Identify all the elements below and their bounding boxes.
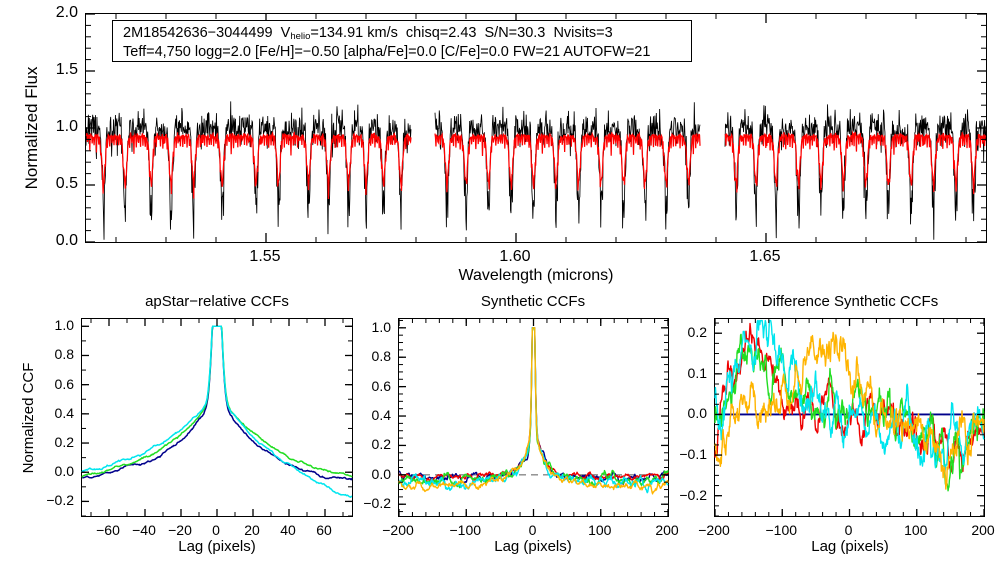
vhelio-value: =134.91 km/s	[310, 25, 398, 41]
ccf-panel-apstar-title: apStar−relative CCFs	[145, 293, 289, 310]
x-tick-label: 100	[904, 522, 928, 538]
spectrum-model-trace	[434, 131, 701, 193]
y-tick-label: 1.0	[371, 318, 391, 335]
ccf-difference-ticks	[714, 319, 985, 517]
ccf-apstar-x-axis-title: Lag (pixels)	[178, 538, 256, 555]
ccf-difference-x-axis-title: Lag (pixels)	[811, 538, 889, 555]
ccf-apstar-frame	[81, 318, 353, 517]
x-tick-label: −100	[765, 522, 798, 538]
y-tick-label: 0.1	[687, 364, 707, 381]
info-line-1: 2M18542636−3044499 Vhelio=134.91 km/s ch…	[123, 24, 683, 43]
ccf-difference-canvas	[714, 319, 985, 492]
y-tick-label: −0.1	[679, 446, 707, 463]
ccf-apstar-canvas	[81, 325, 353, 498]
x-tick-label: −20	[168, 522, 192, 538]
spectrum-canvas	[85, 101, 987, 240]
x-tick-label: 0	[844, 522, 853, 538]
y-tick-label: 0.0	[55, 232, 78, 249]
chisq-value: chisq=2.43	[405, 25, 477, 41]
x-tick-label: 1.65	[749, 248, 781, 265]
ccf-difference-frame	[714, 318, 985, 517]
ccf-apstar-y-axis-title: Normalized CCF	[20, 362, 37, 474]
y-tick-label: 1.0	[55, 118, 78, 135]
x-tick-label: 1.60	[499, 248, 531, 265]
y-tick-label: 0.2	[687, 324, 707, 341]
ccf-synthetic-frame	[398, 318, 669, 517]
y-tick-label: 1.5	[55, 61, 78, 78]
x-tick-label: 100	[588, 522, 612, 538]
x-tick-label: 0	[212, 522, 220, 538]
x-tick-label: −200	[382, 522, 414, 538]
spectrum-model-trace	[85, 131, 412, 200]
x-tick-label: 200	[971, 522, 995, 538]
target-id: 2M18542636−3044499	[123, 25, 273, 41]
nvisits-value: Nvisits=3	[553, 25, 613, 41]
x-tick-label: 0	[528, 522, 537, 538]
y-tick-label: 0.8	[54, 346, 74, 363]
y-tick-label: 0.2	[54, 434, 74, 451]
x-tick-label: 40	[280, 522, 296, 538]
ccf-trace	[398, 327, 669, 495]
spectrum-model-trace	[724, 130, 987, 195]
ccf-apstar-ticks	[82, 319, 352, 517]
x-tick-label: −200	[698, 522, 730, 538]
spectrum-observed-trace	[85, 101, 412, 240]
spectrum-ticks	[86, 13, 986, 243]
y-tick-label: −0.2	[46, 492, 74, 509]
ccf-synthetic-title: Synthetic CCFs	[480, 293, 586, 310]
ccf-trace	[81, 325, 353, 498]
y-tick-label: 0.0	[371, 465, 391, 482]
y-tick-label: 0.8	[371, 348, 391, 365]
y-tick-label: 0.2	[371, 436, 391, 453]
snr-value: S/N=30.3	[484, 25, 546, 41]
ccf-synthetic-x-axis-title: Lag (pixels)	[494, 538, 572, 555]
spectrum-observed-trace	[724, 104, 987, 240]
y-tick-label: 1.0	[54, 317, 74, 334]
x-tick-label: 60	[316, 522, 332, 538]
y-tick-label: 0.0	[687, 405, 707, 422]
y-tick-label: −0.2	[679, 486, 707, 503]
y-tick-label: 0.0	[54, 463, 74, 480]
vhelio-label: V	[280, 25, 291, 41]
ccf-difference-title: Difference Synthetic CCFs	[761, 293, 939, 310]
x-tick-label: −40	[132, 522, 156, 538]
x-tick-label: −60	[96, 522, 120, 538]
spectrum-y-axis-title: Normalized Flux	[22, 66, 41, 190]
y-tick-label: 0.5	[55, 175, 78, 192]
y-tick-label: 0.6	[371, 377, 391, 394]
y-tick-label: 2.0	[55, 4, 78, 21]
ccf-synthetic-canvas	[398, 327, 669, 495]
info-line-2: Teff=4,750 logg=2.0 [Fe/H]=−0.50 [alpha/…	[123, 44, 651, 61]
x-tick-label: 20	[244, 522, 260, 538]
spectrum-x-axis-title: Wavelength (microns)	[458, 267, 614, 284]
y-tick-label: −0.2	[363, 495, 391, 512]
ccf-synthetic-ticks	[398, 319, 669, 516]
ccf-trace	[714, 331, 985, 490]
vhelio-subscript: helio	[290, 31, 311, 42]
target-info-box: 2M18542636−3044499 Vhelio=134.91 km/s ch…	[112, 20, 692, 62]
y-tick-label: 0.4	[54, 404, 74, 421]
x-tick-label: −100	[449, 522, 482, 538]
x-tick-label: 200	[655, 522, 679, 538]
y-tick-label: 0.4	[371, 407, 391, 424]
y-tick-label: 0.6	[54, 375, 74, 392]
x-tick-label: 1.55	[249, 248, 281, 265]
